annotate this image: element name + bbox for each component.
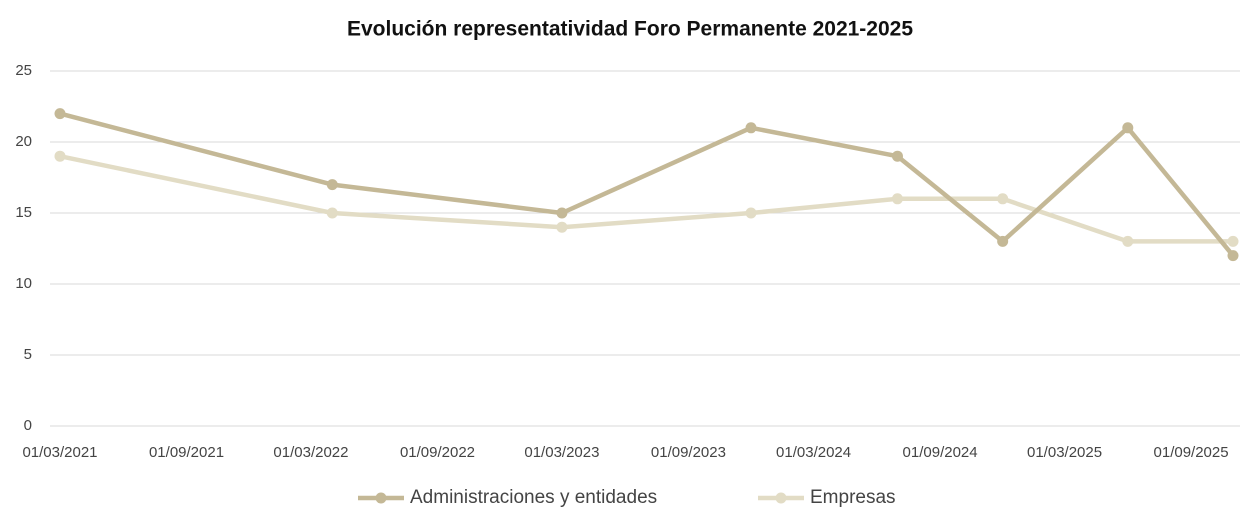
- data-point: [1122, 122, 1134, 134]
- chart-title: Evolución representatividad Foro Permane…: [347, 18, 913, 41]
- series-line: [59, 111, 1235, 258]
- y-tick-label: 25: [15, 62, 32, 79]
- x-tick-label: 01/03/2025: [1027, 444, 1102, 461]
- data-point: [54, 150, 66, 162]
- data-point: [745, 207, 757, 219]
- data-point: [997, 235, 1009, 247]
- legend-label: Empresas: [810, 487, 896, 508]
- x-tick-label: 01/09/2024: [903, 444, 978, 461]
- x-tick-label: 01/09/2023: [651, 444, 726, 461]
- x-tick-label: 01/03/2022: [273, 444, 348, 461]
- data-point: [745, 122, 757, 134]
- x-tick-label: 01/03/2023: [524, 444, 599, 461]
- y-tick-label: 5: [24, 346, 32, 363]
- data-point: [556, 207, 568, 219]
- x-tick-label: 01/09/2022: [400, 444, 475, 461]
- x-tick-label: 01/09/2025: [1154, 444, 1229, 461]
- y-tick-label: 0: [24, 417, 32, 434]
- x-tick-label: 01/03/2021: [22, 444, 97, 461]
- legend-marker: [775, 492, 787, 504]
- x-tick-label: 01/03/2024: [776, 444, 851, 461]
- data-point: [891, 193, 903, 205]
- data-point: [1122, 235, 1134, 247]
- legend-label: Administraciones y entidades: [410, 487, 657, 508]
- y-tick-label: 20: [15, 133, 32, 150]
- data-point: [326, 179, 338, 191]
- y-tick-label: 15: [15, 204, 32, 221]
- data-point: [556, 221, 568, 233]
- data-point: [54, 108, 66, 120]
- data-point: [326, 207, 338, 219]
- y-tick-label: 10: [15, 275, 32, 292]
- data-point: [1227, 250, 1239, 262]
- data-point: [891, 150, 903, 162]
- data-point: [997, 193, 1009, 205]
- x-tick-label: 01/09/2021: [149, 444, 224, 461]
- legend-marker: [375, 492, 387, 504]
- data-point: [1227, 235, 1239, 247]
- series-line: [59, 153, 1233, 244]
